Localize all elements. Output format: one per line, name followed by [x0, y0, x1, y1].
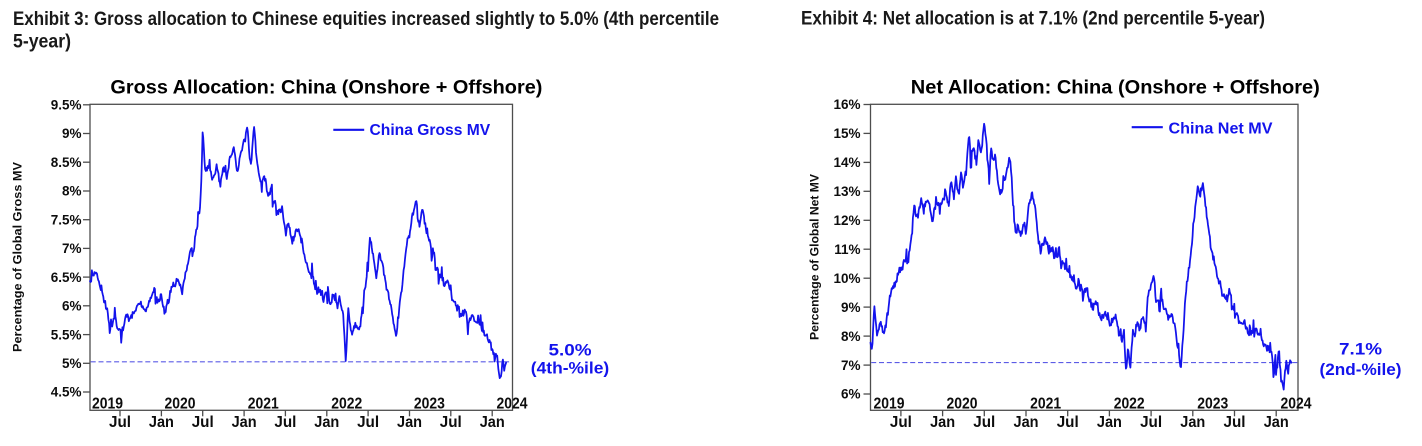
svg-text:15%: 15% [833, 126, 860, 141]
svg-text:China Net MV: China Net MV [1169, 121, 1273, 138]
svg-text:2019: 2019 [874, 395, 905, 412]
svg-text:10%: 10% [833, 271, 860, 286]
svg-text:5.5%: 5.5% [51, 327, 82, 342]
svg-text:9%: 9% [841, 300, 861, 315]
svg-text:11%: 11% [834, 242, 860, 257]
svg-text:2020: 2020 [947, 395, 978, 412]
svg-text:Jan: Jan [149, 414, 174, 431]
svg-text:2023: 2023 [1197, 395, 1228, 412]
svg-text:6%: 6% [841, 387, 861, 402]
svg-text:8%: 8% [62, 184, 82, 199]
svg-text:8.5%: 8.5% [51, 155, 82, 170]
svg-text:Jul: Jul [274, 414, 296, 431]
svg-text:(2nd-%ile): (2nd-%ile) [1320, 361, 1402, 379]
svg-text:Jul: Jul [192, 414, 214, 431]
svg-text:Gross Allocation: China (Onsho: Gross Allocation: China (Onshore + Offsh… [110, 78, 542, 99]
svg-text:16%: 16% [833, 97, 860, 112]
svg-text:14%: 14% [833, 155, 860, 170]
svg-text:2021: 2021 [248, 395, 279, 412]
svg-text:7.1%: 7.1% [1339, 341, 1382, 359]
svg-text:Jan: Jan [1180, 414, 1205, 431]
svg-text:Jul: Jul [1140, 414, 1162, 431]
svg-text:4.5%: 4.5% [51, 385, 82, 400]
svg-text:5-year): 5-year) [13, 31, 71, 53]
svg-text:(4th-%ile): (4th-%ile) [531, 359, 609, 377]
svg-text:2019: 2019 [92, 395, 123, 412]
svg-text:2021: 2021 [1030, 395, 1061, 412]
svg-text:Percentage of Global Gross MV: Percentage of Global Gross MV [13, 162, 25, 352]
svg-text:Jul: Jul [1224, 414, 1246, 431]
svg-text:8%: 8% [841, 329, 861, 344]
svg-text:Jan: Jan [314, 414, 339, 431]
svg-text:Jan: Jan [480, 414, 505, 431]
svg-text:Net Allocation: China (Onshore: Net Allocation: China (Onshore + Offshor… [911, 78, 1320, 99]
svg-text:7.5%: 7.5% [51, 212, 82, 227]
svg-text:2023: 2023 [414, 395, 445, 412]
svg-text:2022: 2022 [331, 395, 362, 412]
svg-text:Jul: Jul [1057, 414, 1079, 431]
svg-text:Jan: Jan [1264, 414, 1289, 431]
svg-text:Jul: Jul [357, 414, 379, 431]
svg-text:2022: 2022 [1114, 395, 1145, 412]
svg-text:Percentage of Global Net MV: Percentage of Global Net MV [810, 174, 822, 340]
svg-text:Jan: Jan [1014, 414, 1039, 431]
svg-text:2020: 2020 [165, 395, 196, 412]
svg-text:Jan: Jan [1097, 414, 1122, 431]
svg-text:9.5%: 9.5% [51, 98, 82, 113]
svg-text:2024: 2024 [497, 395, 528, 412]
svg-text:Exhibit 4: Net allocation is a: Exhibit 4: Net allocation is at 7.1% (2n… [801, 8, 1265, 30]
svg-text:Jan: Jan [232, 414, 257, 431]
svg-text:Jan: Jan [930, 414, 955, 431]
svg-text:2024: 2024 [1281, 395, 1312, 412]
svg-text:6.5%: 6.5% [51, 270, 82, 285]
svg-text:9%: 9% [62, 126, 82, 141]
svg-text:5%: 5% [62, 356, 82, 371]
svg-text:Jul: Jul [109, 414, 131, 431]
svg-text:5.0%: 5.0% [549, 342, 592, 360]
svg-text:Jan: Jan [397, 414, 422, 431]
svg-text:6%: 6% [62, 299, 82, 314]
svg-text:Jul: Jul [440, 414, 462, 431]
svg-text:Exhibit 3: Gross allocation to: Exhibit 3: Gross allocation to Chinese e… [13, 8, 719, 30]
svg-text:Jul: Jul [890, 414, 912, 431]
svg-text:13%: 13% [833, 184, 860, 199]
svg-text:China Gross MV: China Gross MV [370, 122, 491, 139]
svg-text:7%: 7% [841, 358, 861, 373]
svg-text:12%: 12% [833, 213, 860, 228]
svg-text:Jul: Jul [973, 414, 995, 431]
svg-text:7%: 7% [62, 241, 82, 256]
